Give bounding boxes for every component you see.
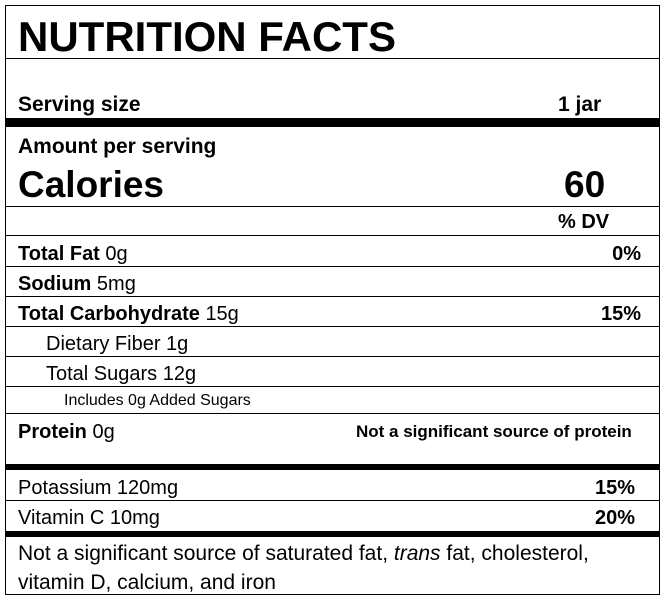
vitamin-dv: 15% bbox=[594, 477, 635, 499]
thick-rule bbox=[6, 531, 659, 537]
sub-nutrient-row: Dietary Fiber 1g bbox=[46, 333, 189, 355]
serving-label: Serving size bbox=[18, 93, 141, 116]
rule bbox=[6, 296, 659, 297]
thick-rule bbox=[6, 118, 659, 127]
rule bbox=[6, 413, 659, 414]
nutrient-name: Sodium bbox=[18, 273, 92, 295]
protein-amount: 0g bbox=[92, 421, 115, 443]
added-sugars: Includes 0g Added Sugars bbox=[64, 392, 251, 409]
rule bbox=[6, 326, 659, 327]
footnote-text: Not a significant source of saturated fa… bbox=[18, 542, 394, 565]
nutrient-row: Sodium 5mg bbox=[18, 274, 136, 294]
nutrient-dv: 15% bbox=[600, 303, 641, 325]
nutrient-name: Total Carbohydrate bbox=[18, 303, 200, 325]
dv-header: % DV bbox=[558, 211, 610, 233]
footnote: Not a significant source of saturated fa… bbox=[18, 539, 638, 597]
nutrient-amount: 0g bbox=[105, 243, 128, 265]
vitamin-dv: 20% bbox=[594, 507, 635, 529]
footnote-text: fat, cholesterol, vitamin D, calcium, an… bbox=[18, 542, 589, 594]
calories-label: Calories bbox=[18, 164, 165, 205]
rule bbox=[6, 58, 659, 59]
nutrient-amount: 5mg bbox=[96, 273, 136, 295]
vitamin-name: Vitamin C 10mg bbox=[18, 507, 160, 529]
rule bbox=[6, 206, 659, 207]
serving-value: 1 jar bbox=[558, 93, 602, 116]
nutrient-row: Total Carbohydrate 15g bbox=[18, 304, 239, 324]
rule bbox=[6, 235, 659, 236]
protein: Protein 0g bbox=[18, 422, 115, 442]
footnote-italic: trans bbox=[393, 542, 441, 565]
rule bbox=[6, 500, 659, 501]
nutrition-label: NUTRITION FACTS Serving size 1 jar Amoun… bbox=[5, 5, 660, 595]
amount-label: Amount per serving bbox=[18, 135, 217, 158]
thick-rule bbox=[6, 464, 659, 470]
calories-value: 60 bbox=[564, 164, 606, 205]
protein-note: Not a significant source of protein bbox=[356, 422, 632, 441]
rule bbox=[6, 266, 659, 267]
nutrient-name: Total Fat bbox=[18, 243, 100, 265]
title: NUTRITION FACTS bbox=[18, 13, 396, 60]
rule bbox=[6, 356, 659, 357]
vitamin-name: Potassium 120mg bbox=[18, 477, 179, 499]
nutrient-amount: 15g bbox=[205, 303, 239, 325]
nutrient-dv: 0% bbox=[612, 243, 641, 265]
rule bbox=[6, 386, 659, 387]
protein-name: Protein bbox=[18, 421, 87, 443]
sub-nutrient-row: Total Sugars 12g bbox=[46, 363, 197, 385]
nutrient-row: Total Fat 0g bbox=[18, 244, 128, 264]
